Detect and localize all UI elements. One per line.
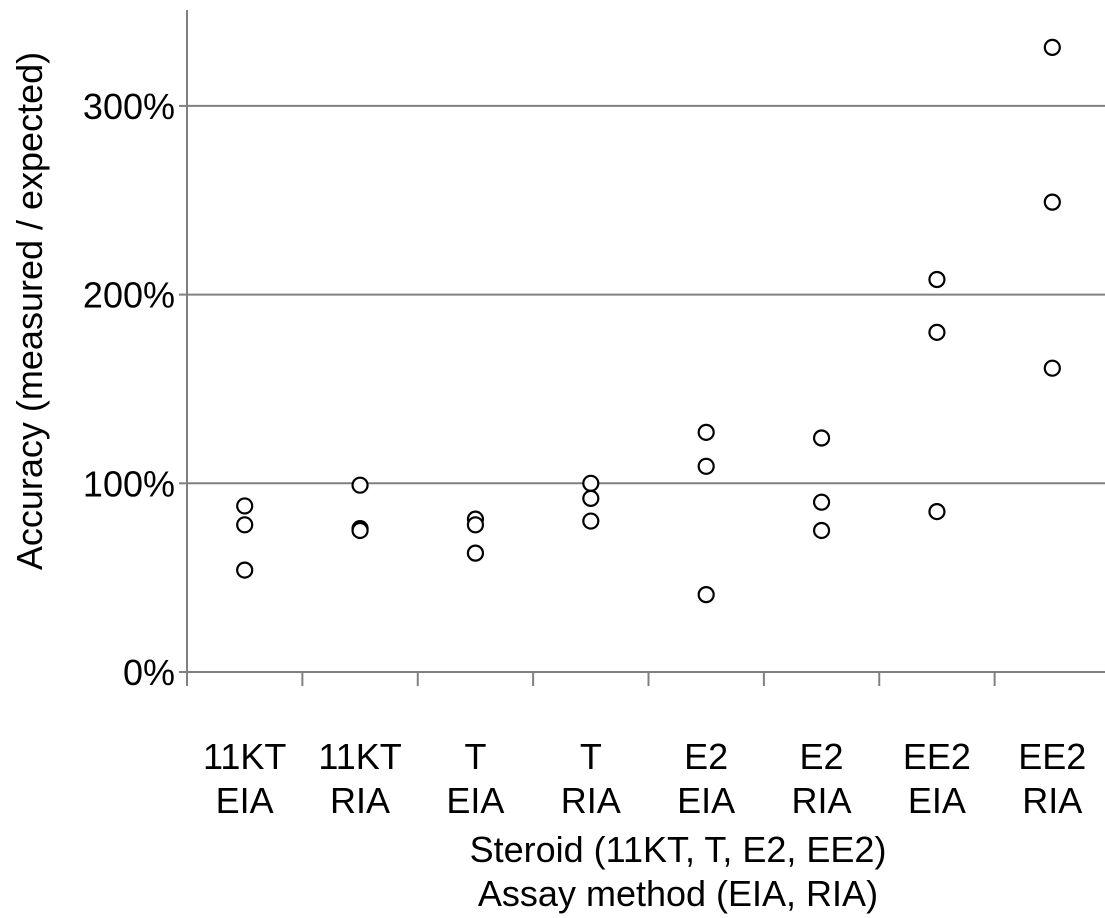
x-tick-label-steroid: 11KT	[318, 736, 401, 777]
x-tick-labels: 11KTEIA11KTRIATEIATRIAE2EIAE2RIAEE2EIAEE…	[203, 736, 1086, 821]
data-point	[928, 270, 946, 289]
data-point	[697, 423, 715, 441]
data-point	[812, 429, 831, 447]
data-point	[466, 516, 485, 534]
x-tick-label-method: EIA	[908, 780, 966, 821]
data-point	[351, 521, 369, 540]
data-point	[582, 512, 600, 530]
data-point	[697, 586, 715, 604]
x-tick-label-method: RIA	[792, 780, 852, 821]
x-tick-label-method: EIA	[446, 780, 504, 821]
gridlines	[187, 104, 1105, 485]
data-point	[236, 497, 254, 515]
data-point	[928, 503, 946, 521]
x-tick-label-method: RIA	[330, 780, 390, 821]
data-point	[812, 521, 831, 540]
data-point	[351, 476, 369, 494]
x-tick-label-steroid: E2	[684, 736, 728, 777]
y-tick-label: 300%	[83, 86, 175, 127]
y-tick-label: 200%	[83, 275, 175, 316]
y-axis-title: Accuracy (measured / expected)	[9, 52, 50, 570]
x-tick-label-steroid: 11KT	[203, 736, 286, 777]
data-point	[582, 489, 600, 507]
x-tick-label-method: RIA	[1022, 780, 1082, 821]
y-tick-label: 0%	[123, 652, 175, 693]
x-tick-label-method: EIA	[677, 780, 735, 821]
x-tick-label-steroid: T	[464, 736, 486, 777]
data-point	[1043, 193, 1061, 211]
x-tick-label-steroid: T	[580, 736, 602, 777]
axes	[179, 10, 1105, 686]
y-tick-label: 100%	[83, 463, 175, 504]
data-point	[236, 561, 254, 579]
data-point	[928, 323, 946, 341]
x-tick-label-method: RIA	[561, 780, 621, 821]
data-point	[236, 516, 254, 534]
x-tick-label-method: EIA	[216, 780, 274, 821]
data-point	[466, 544, 485, 562]
data-point	[1043, 38, 1061, 57]
x-tick-label-steroid: EE2	[1018, 736, 1086, 777]
y-tick-labels: 0% 100% 200% 300%	[83, 86, 175, 693]
data-point	[1043, 359, 1061, 377]
x-axis-title-line-2: Assay method (EIA, RIA)	[478, 873, 878, 914]
x-axis-title-line-1: Steroid (11KT, T, E2, EE2)	[470, 829, 887, 870]
x-tick-label-steroid: EE2	[903, 736, 971, 777]
data-point	[582, 474, 600, 492]
x-tick-label-steroid: E2	[800, 736, 844, 777]
data-points	[236, 38, 1061, 604]
data-point	[812, 493, 831, 511]
data-point	[697, 457, 715, 475]
